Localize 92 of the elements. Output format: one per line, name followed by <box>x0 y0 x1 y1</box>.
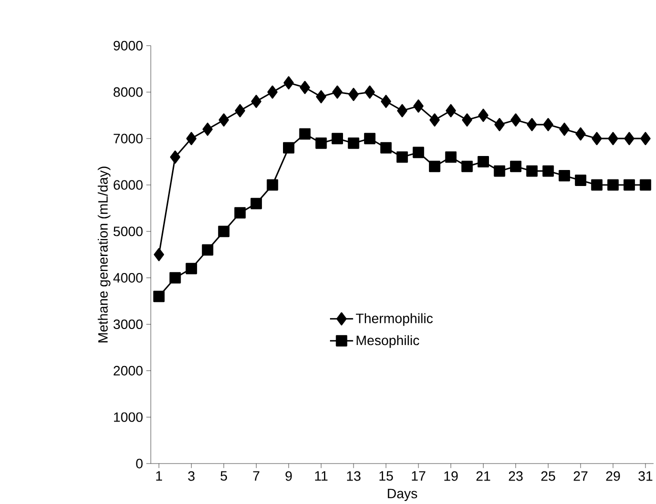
x-tick-label: 3 <box>188 471 195 481</box>
x-tick-label: 19 <box>444 471 458 481</box>
point <box>494 165 506 177</box>
point <box>510 160 522 172</box>
point <box>299 128 311 140</box>
y-axis-title: Methane generation (mL/day) <box>98 166 110 342</box>
x-tick-label: 27 <box>574 471 588 481</box>
point <box>218 113 229 127</box>
point <box>364 132 376 144</box>
point <box>543 118 554 132</box>
point <box>202 122 213 136</box>
point <box>284 76 294 90</box>
x-tick-label: 11 <box>315 471 328 481</box>
point <box>169 272 181 284</box>
point <box>170 150 180 164</box>
point <box>202 244 214 256</box>
point <box>494 118 505 132</box>
point <box>153 290 165 302</box>
y-tick-label: 7000 <box>114 134 143 144</box>
point <box>154 248 164 262</box>
y-tick-label: 9000 <box>114 40 143 50</box>
x-tick-label: 9 <box>286 471 292 481</box>
point <box>526 118 538 132</box>
point <box>332 86 342 99</box>
point <box>640 179 652 191</box>
point <box>430 113 440 127</box>
point <box>624 132 634 146</box>
point <box>575 127 586 140</box>
point <box>186 132 196 146</box>
legend-label: Thermophilic <box>356 313 433 326</box>
point <box>591 179 603 191</box>
point <box>282 142 294 154</box>
point <box>608 132 618 146</box>
point <box>316 90 326 104</box>
point <box>348 88 359 102</box>
point <box>380 94 392 108</box>
point <box>445 151 457 163</box>
point <box>478 156 489 168</box>
point <box>186 262 198 274</box>
point <box>510 113 521 127</box>
y-tick-label: 3000 <box>114 319 143 330</box>
point <box>413 99 424 113</box>
point <box>607 179 619 191</box>
x-tick-label: 13 <box>347 471 360 481</box>
y-tick-label: 6000 <box>114 180 143 190</box>
point <box>266 179 278 191</box>
point <box>332 132 344 144</box>
point <box>300 80 310 94</box>
point <box>364 86 375 99</box>
x-tick-label: 23 <box>508 471 523 481</box>
x-tick-label: 21 <box>476 471 490 481</box>
point <box>380 142 392 154</box>
point <box>461 160 473 172</box>
point <box>478 108 488 122</box>
y-tick-label: 4000 <box>113 273 143 283</box>
point <box>315 137 327 149</box>
legend-label: Mesophilic <box>356 335 420 348</box>
x-tick-label: 31 <box>638 471 652 481</box>
x-tick-label: 15 <box>379 471 393 481</box>
point <box>396 151 408 163</box>
y-tick-label: 0 <box>136 458 143 468</box>
y-tick-label: 5000 <box>114 226 143 236</box>
point <box>267 86 278 99</box>
x-tick-label: 5 <box>220 471 228 481</box>
y-tick-label: 1000 <box>114 412 143 422</box>
point <box>624 179 635 191</box>
point <box>640 132 651 146</box>
x-tick-label: 25 <box>541 471 556 481</box>
point <box>218 226 230 238</box>
x-tick-label: 17 <box>412 471 426 481</box>
x-tick-label: 7 <box>253 471 260 481</box>
point <box>558 170 570 182</box>
point <box>348 137 360 149</box>
y-tick-label: 8000 <box>114 87 143 97</box>
point <box>234 207 246 219</box>
point <box>250 198 262 210</box>
point <box>559 122 570 136</box>
point <box>462 113 472 127</box>
point <box>397 104 408 118</box>
point <box>428 160 440 172</box>
point <box>526 165 538 177</box>
x-tick-label: 29 <box>606 471 620 481</box>
y-tick-label: 2000 <box>114 366 143 376</box>
point <box>412 146 424 158</box>
point <box>251 94 262 108</box>
x-axis-title: Days <box>388 488 418 501</box>
x-tick-label: 1 <box>156 471 162 481</box>
point <box>574 174 586 186</box>
point <box>234 104 246 118</box>
point <box>446 104 456 118</box>
point <box>542 165 554 177</box>
point <box>592 132 602 146</box>
